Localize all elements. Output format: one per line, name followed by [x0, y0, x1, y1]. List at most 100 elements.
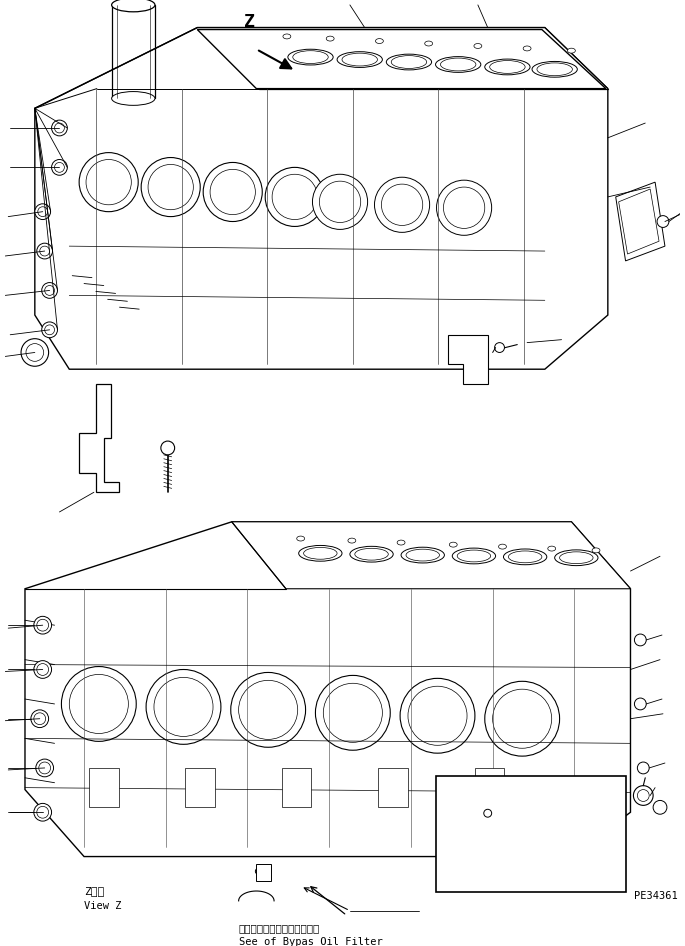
Polygon shape [256, 865, 271, 881]
Ellipse shape [485, 59, 530, 75]
Ellipse shape [474, 44, 482, 48]
Circle shape [39, 762, 51, 774]
Circle shape [79, 152, 138, 212]
Circle shape [272, 174, 317, 219]
Ellipse shape [288, 49, 333, 65]
Ellipse shape [337, 52, 382, 67]
Ellipse shape [503, 549, 547, 565]
Circle shape [45, 286, 55, 295]
Polygon shape [79, 384, 119, 492]
Polygon shape [475, 768, 504, 807]
Ellipse shape [436, 57, 481, 72]
Circle shape [36, 759, 53, 777]
Polygon shape [449, 335, 488, 384]
Ellipse shape [555, 550, 598, 566]
Ellipse shape [537, 63, 573, 76]
Circle shape [154, 677, 213, 736]
Circle shape [34, 660, 51, 678]
Ellipse shape [297, 536, 305, 541]
Ellipse shape [592, 548, 600, 552]
Polygon shape [378, 768, 408, 807]
Circle shape [653, 800, 667, 815]
Circle shape [42, 283, 58, 298]
Circle shape [38, 207, 48, 217]
Ellipse shape [457, 550, 490, 562]
Circle shape [637, 790, 649, 801]
Circle shape [34, 712, 46, 725]
Ellipse shape [532, 61, 577, 78]
Ellipse shape [292, 51, 328, 63]
Polygon shape [197, 29, 606, 89]
Circle shape [382, 184, 423, 225]
Polygon shape [89, 768, 119, 807]
Circle shape [31, 710, 49, 727]
Circle shape [566, 834, 576, 844]
Ellipse shape [386, 54, 432, 70]
Circle shape [37, 806, 49, 818]
Circle shape [634, 634, 646, 646]
Ellipse shape [548, 546, 556, 552]
Ellipse shape [283, 34, 291, 39]
Ellipse shape [342, 53, 377, 66]
Text: For Shipping: For Shipping [490, 877, 571, 887]
Ellipse shape [449, 542, 457, 547]
Circle shape [265, 167, 324, 226]
Circle shape [26, 343, 44, 361]
Circle shape [146, 670, 221, 745]
Circle shape [148, 165, 193, 210]
Text: バイパスオイルフィルタ参照: バイパスオイルフィルタ参照 [238, 923, 320, 934]
Text: Z: Z [244, 12, 255, 30]
Polygon shape [436, 776, 625, 892]
Circle shape [400, 678, 475, 753]
Circle shape [484, 809, 492, 817]
Circle shape [485, 681, 560, 756]
Polygon shape [619, 189, 659, 254]
Circle shape [210, 169, 256, 215]
Ellipse shape [425, 41, 433, 46]
Circle shape [634, 786, 653, 805]
Circle shape [375, 177, 429, 233]
Polygon shape [232, 522, 630, 588]
Ellipse shape [326, 36, 334, 41]
Ellipse shape [256, 867, 271, 876]
Circle shape [34, 617, 51, 634]
Text: PE34361: PE34361 [634, 891, 677, 901]
Text: See of Bypas Oil Filter: See of Bypas Oil Filter [238, 937, 382, 946]
Circle shape [37, 663, 49, 675]
Circle shape [443, 187, 485, 228]
Ellipse shape [350, 547, 393, 562]
Circle shape [634, 698, 646, 710]
Circle shape [141, 158, 200, 217]
Circle shape [238, 680, 298, 740]
Circle shape [312, 174, 368, 229]
Ellipse shape [567, 48, 575, 53]
Circle shape [203, 163, 262, 221]
Text: View Z: View Z [84, 901, 121, 911]
Circle shape [319, 181, 361, 222]
Polygon shape [197, 27, 608, 89]
Circle shape [40, 246, 49, 256]
Circle shape [323, 683, 382, 743]
Circle shape [493, 690, 551, 748]
Ellipse shape [397, 540, 405, 545]
Circle shape [34, 803, 51, 821]
Polygon shape [616, 183, 665, 261]
Circle shape [637, 762, 649, 774]
Polygon shape [35, 27, 608, 369]
Circle shape [35, 203, 51, 219]
Ellipse shape [112, 92, 155, 105]
Ellipse shape [303, 548, 337, 559]
Polygon shape [282, 768, 312, 807]
Circle shape [42, 322, 58, 338]
Ellipse shape [508, 551, 542, 563]
Circle shape [315, 675, 390, 750]
Circle shape [55, 123, 64, 133]
Ellipse shape [490, 61, 525, 74]
Circle shape [231, 673, 306, 747]
Circle shape [69, 674, 128, 733]
Ellipse shape [375, 39, 384, 44]
Circle shape [51, 120, 67, 136]
Circle shape [62, 667, 136, 742]
Polygon shape [186, 768, 215, 807]
Circle shape [37, 620, 49, 631]
